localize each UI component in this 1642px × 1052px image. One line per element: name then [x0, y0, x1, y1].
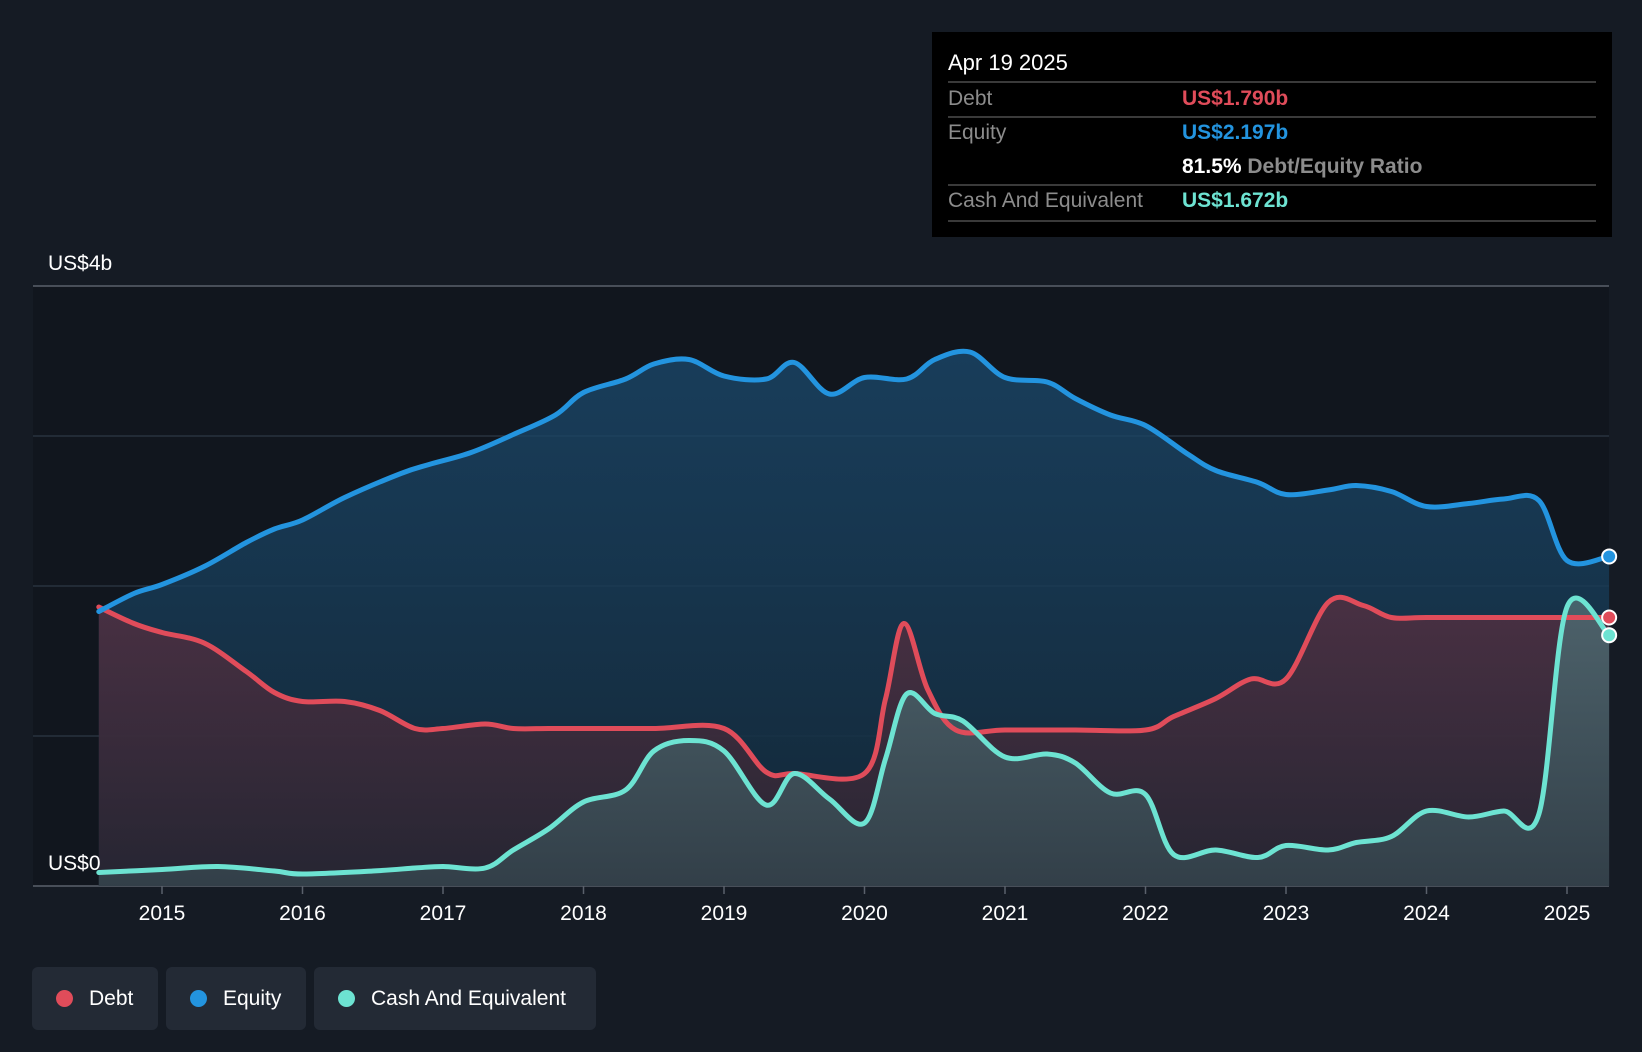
tooltip-divider: [948, 220, 1596, 222]
tooltip-date: Apr 19 2025: [948, 50, 1068, 75]
x-tick-label: 2025: [1544, 902, 1591, 925]
x-tick-label: 2017: [420, 902, 467, 925]
debt-area: [98, 597, 1610, 886]
tooltip: Apr 19 2025 Debt US$1.790b Equity US$2.1…: [932, 32, 1612, 237]
equity-end-marker[interactable]: [1601, 548, 1618, 565]
x-tick-label: 2018: [560, 902, 607, 925]
debt-dot-icon: [56, 990, 73, 1007]
tooltip-divider: [948, 184, 1596, 186]
cash-dot-icon: [338, 990, 355, 1007]
x-tick-label: 2024: [1403, 902, 1450, 925]
cash-area: [98, 597, 1610, 886]
x-tick-label: 2022: [1122, 902, 1169, 925]
debt-line: [96, 594, 1612, 782]
tooltip-ratio-value: 81.5%: [1182, 155, 1242, 178]
tooltip-ratio-label: Debt/Equity Ratio: [1247, 155, 1423, 178]
x-tick-label: 2021: [982, 902, 1029, 925]
debt-end-marker[interactable]: [1601, 609, 1618, 626]
x-tick-label: 2016: [279, 902, 326, 925]
legend-item-cash[interactable]: Cash And Equivalent: [314, 967, 596, 1030]
tooltip-cash-label: Cash And Equivalent: [948, 189, 1143, 212]
y-axis-bottom-label: US$0: [48, 852, 101, 875]
tooltip-equity-value: US$2.197b: [1182, 121, 1289, 144]
tooltip-debt-value: US$1.790b: [1182, 87, 1289, 110]
legend-item-equity[interactable]: Equity: [166, 967, 306, 1030]
x-tick-label: 2015: [139, 902, 186, 925]
equity-dot-icon: [190, 990, 207, 1007]
cash-line: [96, 595, 1612, 877]
tooltip-cash-value: US$1.672b: [1182, 189, 1289, 212]
equity-line: [96, 348, 1612, 614]
tooltip-divider: [948, 81, 1596, 83]
legend-equity-label: Equity: [223, 986, 282, 1010]
legend-cash-label: Cash And Equivalent: [371, 986, 566, 1010]
tooltip-debt-label: Debt: [948, 87, 993, 110]
legend-debt-label: Debt: [89, 986, 134, 1010]
tooltip-divider: [948, 116, 1596, 118]
legend-item-debt[interactable]: Debt: [32, 967, 158, 1030]
cash-end-marker[interactable]: [1601, 627, 1618, 644]
tooltip-ratio: 81.5% Debt/Equity Ratio: [1182, 155, 1422, 179]
x-tick-label: 2023: [1263, 902, 1310, 925]
x-tick-label: 2019: [701, 902, 748, 925]
y-axis-top-label: US$4b: [48, 252, 112, 275]
x-tick-label: 2020: [841, 902, 888, 925]
tooltip-equity-label: Equity: [948, 121, 1007, 144]
